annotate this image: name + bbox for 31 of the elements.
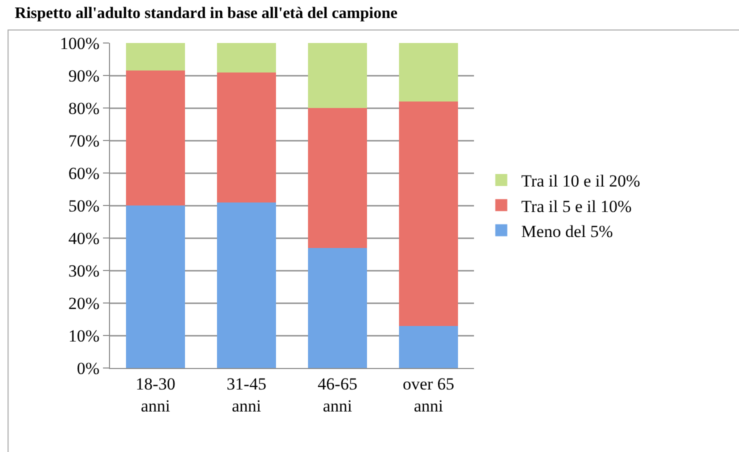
bar <box>398 102 458 326</box>
legend-label: Tra il 10 e il 20% <box>521 172 640 191</box>
x-tick-label: over 65 anni <box>402 374 454 416</box>
chart-title: Rispetto all'adulto standard in base all'età del campione <box>14 4 398 22</box>
y-tick-label: 70% <box>68 131 100 150</box>
y-tick-label: 80% <box>68 98 100 118</box>
bar <box>308 248 368 368</box>
bar <box>216 72 276 202</box>
y-tick-label: 50% <box>68 196 100 216</box>
y-tick-label: 30% <box>68 261 100 280</box>
y-tick-label: 100% <box>60 34 100 53</box>
y-tick-label: 0% <box>76 358 100 378</box>
x-tick-label: 46-65 anni <box>318 374 358 416</box>
bar <box>126 206 186 368</box>
y-tick-label: 60% <box>68 164 100 183</box>
bar <box>308 43 368 108</box>
bar <box>308 108 368 248</box>
bar <box>126 43 186 71</box>
bar <box>216 43 276 72</box>
y-tick-label: 10% <box>68 326 100 346</box>
y-tick-label: 20% <box>68 294 100 313</box>
bar <box>398 326 458 368</box>
legend-label: Tra il 5 e il 10% <box>521 196 632 216</box>
x-tick-label: 18-30 anni <box>136 374 176 416</box>
bar <box>216 202 276 368</box>
bar <box>126 70 186 206</box>
y-tick-label: 90% <box>68 66 100 86</box>
legend-label: Meno del 5% <box>521 222 613 241</box>
bar <box>398 43 458 102</box>
x-tick-label: 31-45 anni <box>226 374 266 416</box>
y-tick-label: 40% <box>68 228 100 248</box>
